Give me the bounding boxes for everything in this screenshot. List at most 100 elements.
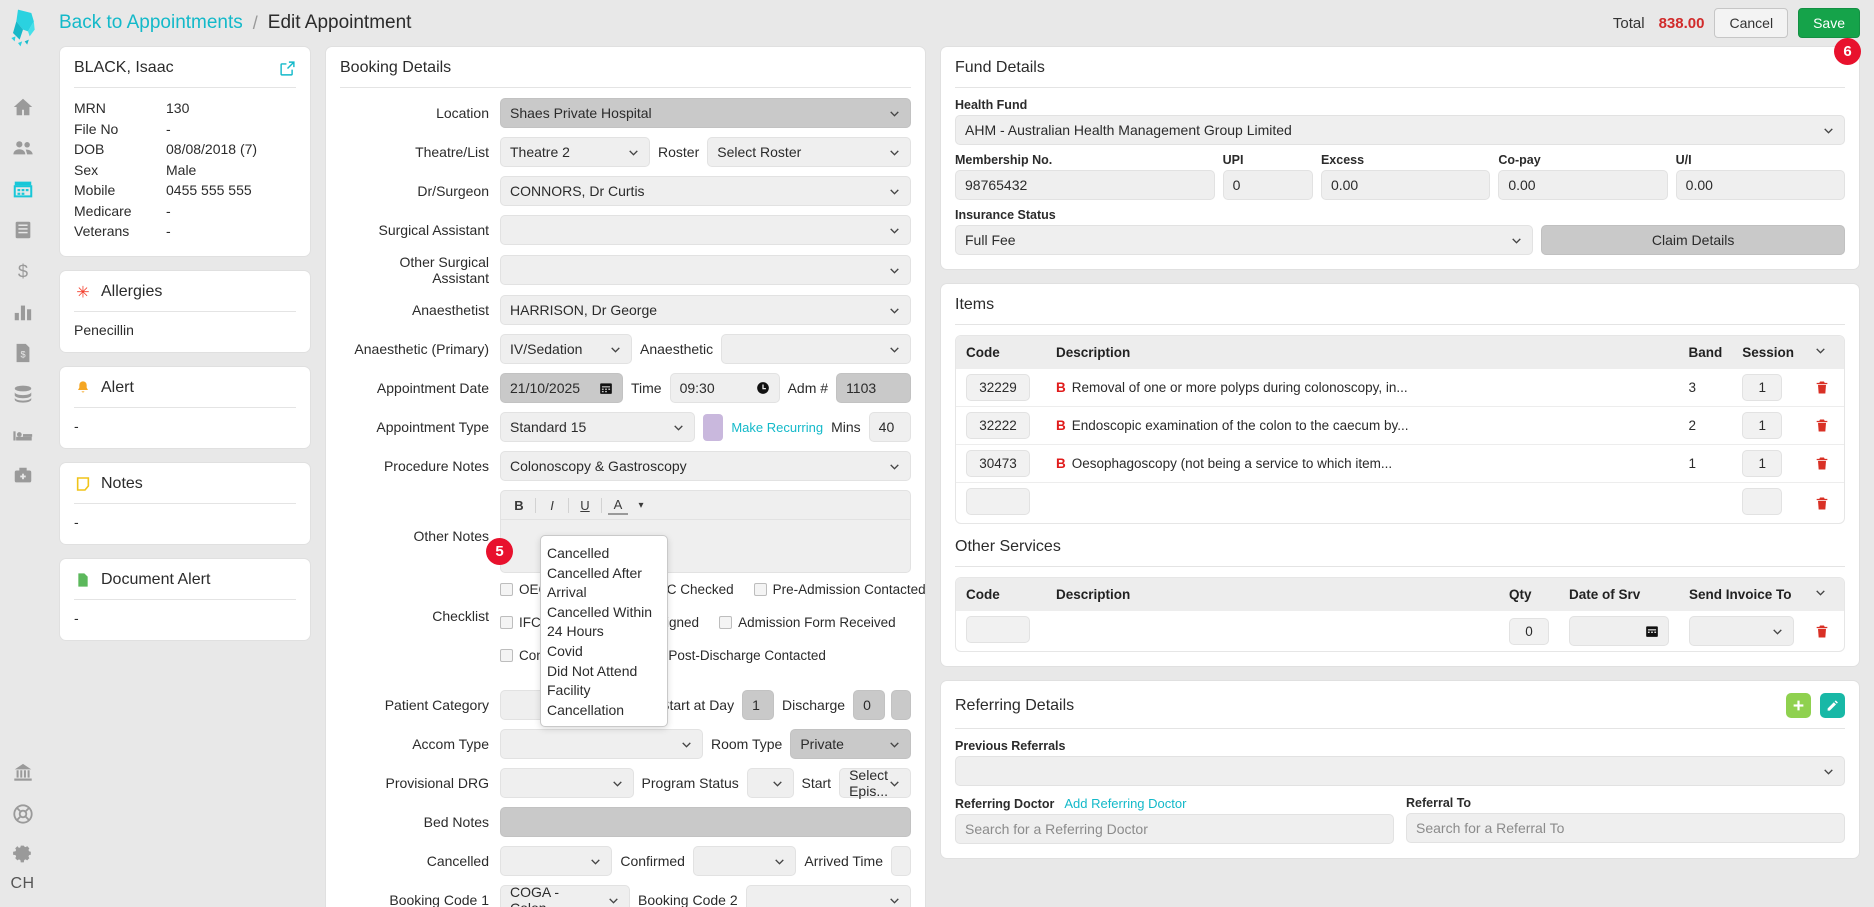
trash-icon[interactable]: [1814, 417, 1834, 434]
clock-icon[interactable]: [756, 381, 770, 395]
copay-input[interactable]: 0.00: [1498, 170, 1668, 200]
discharge-extra-input[interactable]: [891, 690, 911, 720]
external-link-icon[interactable]: [279, 60, 296, 77]
booking-code-1-select[interactable]: COGA - Colon...: [500, 884, 630, 907]
sidebar-item-lists[interactable]: [8, 209, 38, 250]
os-col-actions[interactable]: [1804, 578, 1844, 611]
make-recurring-link[interactable]: Make Recurring: [731, 419, 824, 435]
dropdown-option-cancelled[interactable]: Cancelled: [547, 545, 610, 561]
underline-icon[interactable]: U: [580, 497, 590, 513]
item-code-input[interactable]: 32229: [966, 374, 1030, 401]
insurance-status-select[interactable]: Full Fee: [955, 225, 1534, 255]
os-date-input[interactable]: [1569, 616, 1669, 646]
bed-notes-input[interactable]: [500, 807, 911, 837]
checkbox-oec-received[interactable]: [500, 583, 513, 596]
sidebar-item-beds[interactable]: [8, 414, 38, 455]
calendar-icon[interactable]: [599, 381, 613, 395]
other-surgical-assistant-select[interactable]: [500, 255, 911, 285]
sidebar-item-theatre[interactable]: [8, 752, 38, 793]
anaesthetist-select[interactable]: HARRISON, Dr George: [500, 295, 911, 325]
checkbox-admission-form-received[interactable]: [719, 616, 733, 629]
sidebar-item-reports[interactable]: [8, 291, 38, 332]
item-session-input[interactable]: 1: [1742, 374, 1783, 401]
anaesthetic-select[interactable]: [721, 334, 911, 364]
sidebar-item-billing[interactable]: $: [8, 250, 38, 291]
item-code-input[interactable]: 32222: [966, 412, 1030, 439]
item-code-input[interactable]: 30473: [966, 450, 1030, 477]
item-session-input[interactable]: 1: [1742, 450, 1783, 477]
add-referring-doctor-link[interactable]: Add Referring Doctor: [1064, 796, 1187, 811]
user-initials[interactable]: CH: [10, 875, 35, 892]
discharge-input[interactable]: 0: [853, 690, 885, 720]
sidebar-item-patients[interactable]: [8, 127, 38, 168]
dropdown-option-did-not-attend[interactable]: Did Not Attend: [547, 662, 638, 679]
cancelled-select[interactable]: [500, 846, 613, 876]
procedure-notes-select[interactable]: Colonoscopy & Gastroscopy: [500, 451, 911, 481]
chevron-down-icon[interactable]: ▾: [638, 499, 644, 511]
checkbox-pre-admission-contacted[interactable]: [753, 583, 767, 596]
back-to-appointments-link[interactable]: Back to Appointments: [59, 12, 243, 33]
ui-input[interactable]: 0.00: [1675, 170, 1845, 200]
sidebar-item-database[interactable]: [8, 373, 38, 414]
pencil-icon[interactable]: [1820, 693, 1845, 718]
previous-referrals-select[interactable]: [955, 756, 1845, 786]
claim-details-button[interactable]: Claim Details: [1541, 225, 1845, 255]
surgeon-select[interactable]: CONNORS, Dr Curtis: [500, 176, 911, 206]
item-session-input[interactable]: [1742, 488, 1783, 515]
font-color-icon[interactable]: A: [608, 495, 628, 515]
checkbox-ifc-created[interactable]: [500, 616, 513, 629]
sidebar-item-add-case[interactable]: [8, 455, 38, 496]
chevron-down-icon[interactable]: [1814, 345, 1827, 360]
upi-input[interactable]: 0: [1222, 170, 1313, 200]
provisional-drg-select[interactable]: [500, 768, 634, 798]
appointment-type-select[interactable]: Standard 15: [500, 412, 695, 442]
dropdown-option-covid[interactable]: Covid: [547, 642, 583, 659]
excess-input[interactable]: 0.00: [1320, 170, 1491, 200]
location-select[interactable]: Shaes Private Hospital: [500, 98, 911, 128]
membership-input[interactable]: 98765432: [955, 170, 1215, 200]
appointment-date-input[interactable]: 21/10/2025: [500, 373, 623, 403]
italic-icon[interactable]: I: [550, 497, 554, 513]
accom-type-select[interactable]: [500, 729, 703, 759]
surgical-assistant-select[interactable]: [500, 215, 911, 245]
dropdown-option-cancelled-within-24-hours[interactable]: Cancelled Within 24 Hours: [547, 603, 653, 640]
calendar-icon[interactable]: [1645, 624, 1659, 638]
health-fund-select[interactable]: AHM - Australian Health Management Group…: [955, 115, 1845, 145]
start-at-day-input[interactable]: 1: [742, 690, 775, 720]
sidebar-item-home[interactable]: [8, 86, 38, 127]
roster-select[interactable]: Select Roster: [707, 137, 911, 167]
dropdown-option-cancelled-after-arrival[interactable]: Cancelled After Arrival: [547, 564, 642, 601]
chevron-down-icon[interactable]: [1814, 587, 1827, 602]
confirmed-select[interactable]: [692, 846, 797, 876]
os-code-input[interactable]: [966, 616, 1030, 643]
trash-icon[interactable]: [1814, 623, 1834, 640]
referring-doctor-input[interactable]: Search for a Referring Doctor: [955, 814, 1394, 844]
os-invoice-to-select[interactable]: [1689, 616, 1794, 646]
booking-code-2-select[interactable]: [745, 885, 911, 907]
sidebar-item-support[interactable]: [8, 793, 38, 834]
cancelled-options-dropdown[interactable]: Cancelled Cancelled After Arrival Cancel…: [540, 535, 668, 728]
dropdown-option-facility-cancellation[interactable]: Facility Cancellation: [547, 682, 625, 718]
referral-to-input[interactable]: Search for a Referral To: [1406, 813, 1845, 843]
os-qty-input[interactable]: 0: [1509, 617, 1549, 645]
theatre-select[interactable]: Theatre 2: [500, 137, 650, 167]
bold-icon[interactable]: B: [514, 497, 524, 513]
trash-icon[interactable]: [1814, 455, 1834, 472]
checkbox-consent-received[interactable]: [500, 649, 513, 662]
mins-input[interactable]: 40: [868, 412, 911, 442]
sidebar-item-settings[interactable]: [8, 834, 38, 875]
trash-icon[interactable]: [1814, 379, 1834, 396]
sidebar-item-invoices[interactable]: $: [8, 332, 38, 373]
items-col-actions[interactable]: [1804, 336, 1844, 369]
room-type-select[interactable]: Private: [790, 729, 911, 759]
start-episode-select[interactable]: Select Epis...: [839, 767, 911, 799]
cancel-button[interactable]: Cancel: [1714, 8, 1789, 38]
time-input[interactable]: 09:30: [669, 373, 780, 403]
program-status-select[interactable]: [746, 768, 794, 798]
sidebar-item-appointments[interactable]: [8, 168, 38, 209]
item-session-input[interactable]: 1: [1742, 412, 1783, 439]
adm-input[interactable]: 1103: [836, 373, 911, 403]
item-code-input[interactable]: [966, 488, 1030, 515]
appointment-color-swatch[interactable]: [702, 413, 724, 441]
plus-icon[interactable]: [1786, 693, 1811, 718]
